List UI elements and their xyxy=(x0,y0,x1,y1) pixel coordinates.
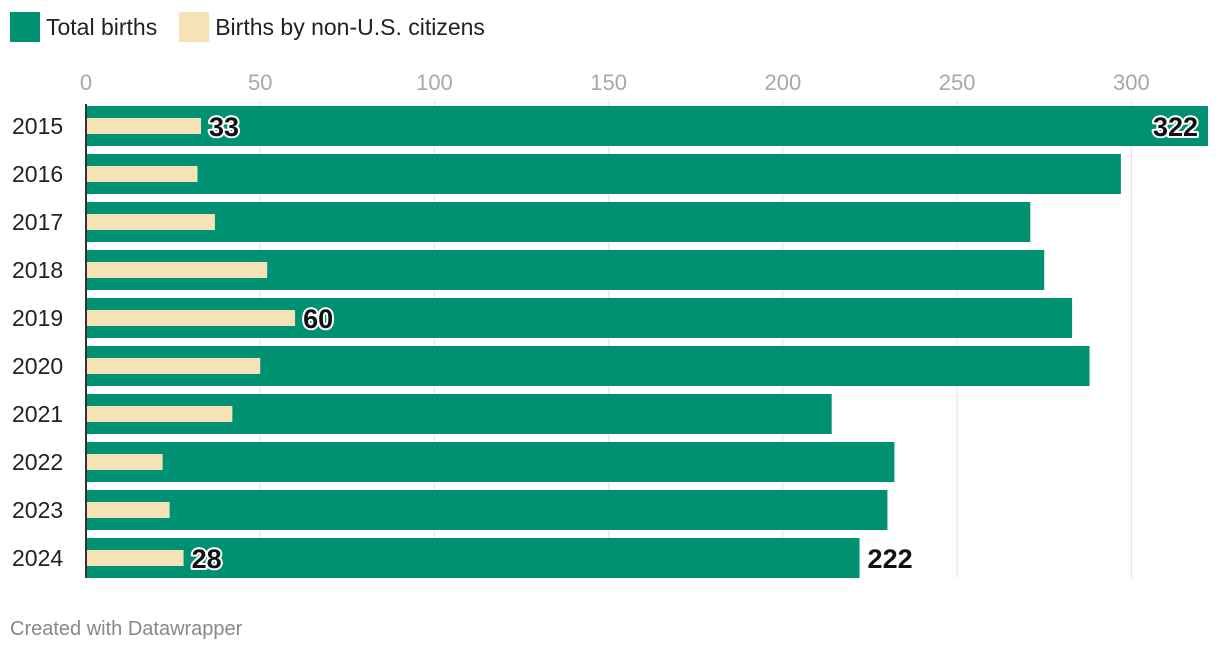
x-tick-label: 250 xyxy=(939,70,976,95)
data-label: 60 xyxy=(303,304,333,334)
legend: Total births Births by non-U.S. citizens xyxy=(10,12,507,42)
legend-item-noncitizen: Births by non-U.S. citizens xyxy=(179,12,485,42)
bar-noncitizen-births xyxy=(86,454,163,470)
bar-noncitizen-births xyxy=(86,310,296,326)
bar-noncitizen-births xyxy=(86,406,233,422)
x-tick-label: 0 xyxy=(80,70,92,95)
bar-noncitizen-births xyxy=(86,166,198,182)
y-category-label: 2018 xyxy=(12,257,63,283)
y-category-label: 2019 xyxy=(12,305,63,331)
y-category-label: 2020 xyxy=(12,353,63,379)
data-label: 222 xyxy=(868,544,913,574)
bar-total-births xyxy=(86,106,1208,146)
legend-swatch-total xyxy=(10,12,40,42)
legend-swatch-noncitizen xyxy=(179,12,210,42)
y-category-label: 2017 xyxy=(12,209,63,235)
y-category-label: 2023 xyxy=(12,497,63,523)
bar-noncitizen-births xyxy=(86,214,215,230)
bar-noncitizen-births xyxy=(86,502,170,518)
data-label: 28 xyxy=(192,544,222,574)
bar-total-births xyxy=(86,154,1121,194)
bar-noncitizen-births xyxy=(86,358,261,374)
x-tick-label: 300 xyxy=(1113,70,1150,95)
legend-item-total: Total births xyxy=(10,12,157,42)
legend-label-noncitizen: Births by non-U.S. citizens xyxy=(215,13,485,40)
bar-noncitizen-births xyxy=(86,262,268,278)
bar-noncitizen-births xyxy=(86,118,201,134)
x-tick-label: 200 xyxy=(765,70,802,95)
bar-total-births xyxy=(86,538,860,578)
credit-text: Created with Datawrapper xyxy=(10,618,243,640)
y-category-label: 2021 xyxy=(12,401,63,427)
data-label: 322 xyxy=(1153,112,1198,142)
x-tick-label: 50 xyxy=(248,70,272,95)
bar-total-births xyxy=(86,442,895,482)
y-category-label: 2022 xyxy=(12,449,63,475)
legend-label-total: Total births xyxy=(46,13,158,40)
data-label: 33 xyxy=(209,112,239,142)
bar-noncitizen-births xyxy=(86,550,184,566)
bar-total-births xyxy=(86,490,888,530)
y-category-label: 2015 xyxy=(12,113,63,139)
x-tick-label: 100 xyxy=(416,70,453,95)
bar-total-births xyxy=(86,202,1031,242)
x-tick-label: 150 xyxy=(590,70,627,95)
y-category-label: 2016 xyxy=(12,161,63,187)
y-category-label: 2024 xyxy=(12,545,63,571)
